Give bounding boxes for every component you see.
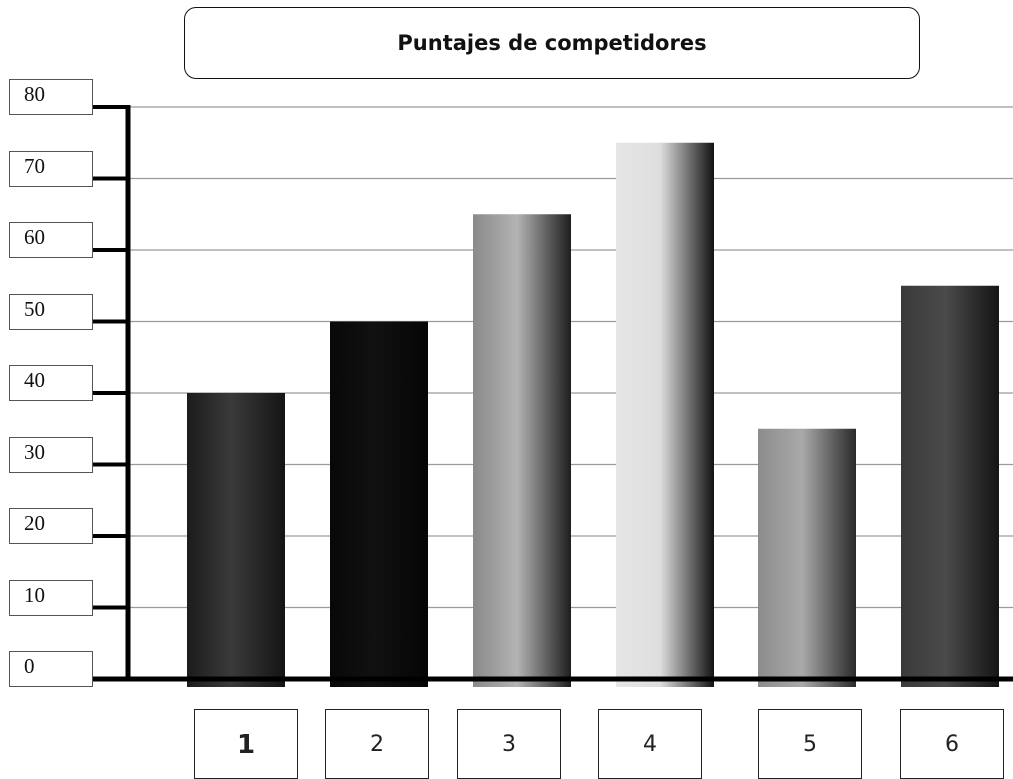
y-tick-box: 40 — [9, 365, 93, 401]
y-tick-box: 10 — [9, 579, 93, 616]
y-tick-label: 0 — [24, 654, 35, 678]
y-tick-box: 0 — [9, 651, 93, 687]
y-tick-label: 60 — [24, 225, 45, 249]
y-tick-label: 20 — [24, 511, 45, 535]
y-tick-box: 60 — [9, 222, 93, 258]
x-tick-label: 6 — [945, 732, 959, 757]
y-tick-box: 70 — [9, 150, 93, 187]
x-tick-label: 1 — [236, 730, 256, 760]
x-tick-label: 3 — [502, 732, 516, 757]
y-tick-label: 30 — [24, 439, 45, 464]
x-tick-box: 6 — [900, 709, 1004, 779]
y-tick-box: 30 — [9, 436, 93, 473]
y-tick-label: 80 — [24, 82, 45, 106]
y-tick-box: 20 — [9, 508, 93, 544]
y-tick-label: 10 — [24, 582, 45, 607]
x-tick-label: 4 — [643, 732, 657, 757]
x-tick-label: 2 — [370, 732, 384, 757]
bar-1 — [187, 393, 285, 687]
x-tick-box: 5 — [758, 709, 862, 779]
axes — [93, 105, 1013, 682]
x-tick-label: 5 — [803, 732, 817, 757]
y-tick-label: 50 — [24, 296, 45, 321]
y-tick-box: 80 — [9, 79, 93, 115]
x-tick-box: 2 — [325, 709, 429, 779]
bar-5 — [758, 428, 856, 687]
chart-title-box: Puntajes de competidores — [184, 7, 920, 79]
bar-3 — [473, 214, 571, 687]
bars — [187, 142, 999, 687]
bar-4 — [616, 142, 714, 687]
bar-6 — [901, 285, 999, 687]
x-tick-box: 3 — [457, 709, 561, 779]
bar-2 — [330, 321, 428, 687]
x-tick-box: 4 — [598, 709, 702, 779]
y-tick-label: 40 — [24, 368, 45, 392]
chart-title: Puntajes de competidores — [397, 31, 707, 55]
x-tick-box: 1 — [194, 709, 298, 779]
y-tick-label: 70 — [24, 153, 45, 178]
y-tick-box: 50 — [9, 293, 93, 330]
